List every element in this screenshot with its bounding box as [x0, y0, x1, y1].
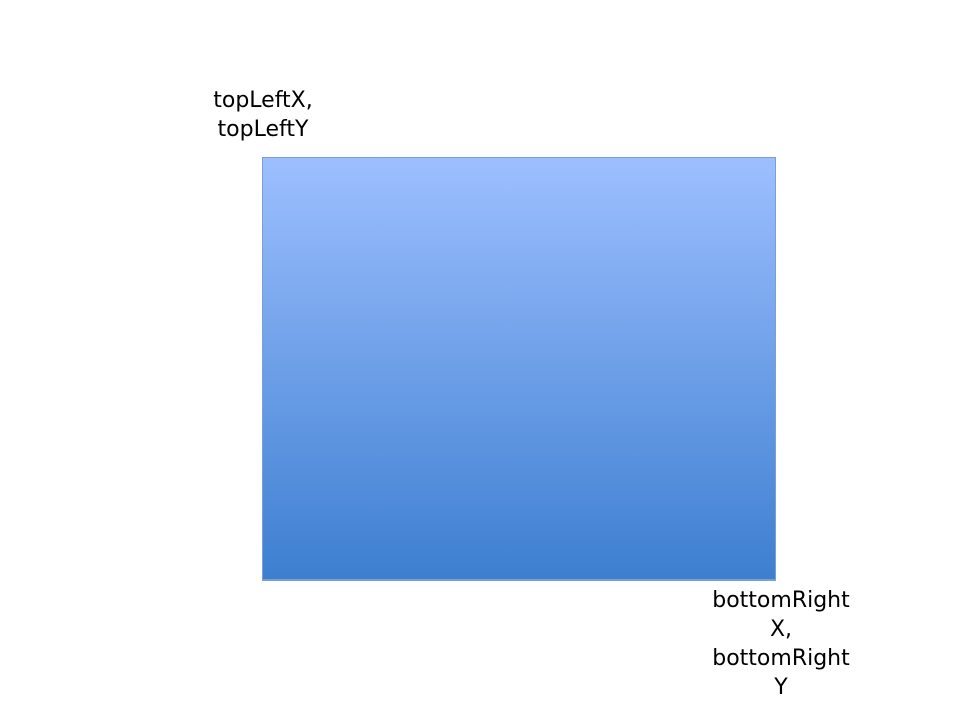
bottom-right-label-line-4: Y	[774, 675, 788, 700]
bottom-right-label-line-3: bottomRight	[712, 646, 850, 671]
bottom-right-coordinate-label: bottomRight X, bottomRight Y	[700, 586, 862, 702]
top-left-label-line-2: topLeftY	[217, 117, 309, 142]
bottom-right-label-line-1: bottomRight	[712, 588, 850, 613]
top-left-coordinate-label: topLeftX, topLeftY	[198, 86, 328, 144]
top-left-label-line-1: topLeftX,	[213, 88, 313, 113]
bottom-right-label-line-2: X,	[769, 617, 793, 642]
blue-rectangle	[262, 157, 776, 581]
